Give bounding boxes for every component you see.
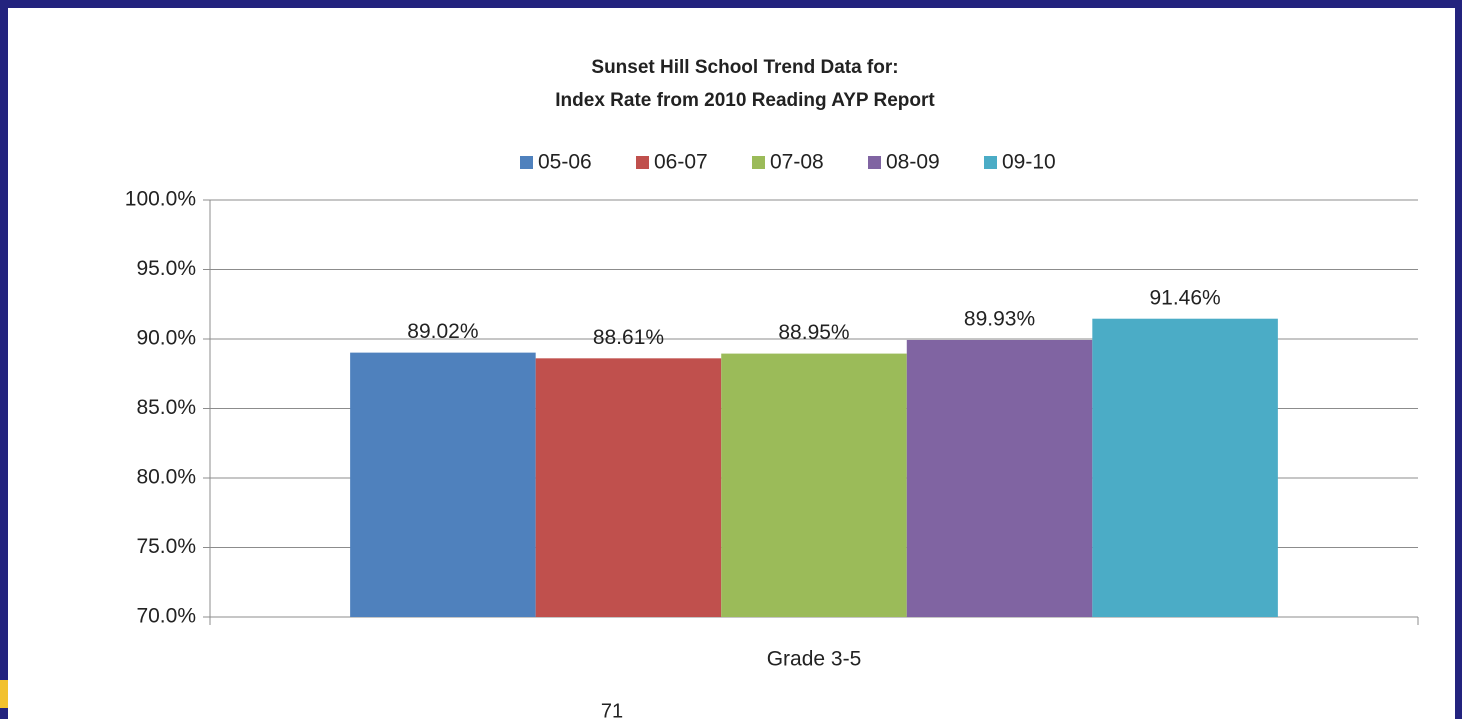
- legend-label: 08-09: [886, 151, 940, 174]
- legend-swatch: [636, 156, 649, 169]
- data-label: 89.02%: [407, 320, 478, 343]
- bar: [1092, 318, 1278, 617]
- bar: [721, 353, 907, 617]
- legend-swatch: [868, 156, 881, 169]
- legend-swatch: [984, 156, 997, 169]
- legend-label: 09-10: [1002, 151, 1056, 174]
- y-tick-label: 90.0%: [136, 327, 196, 350]
- bar: [535, 358, 722, 617]
- x-tick-label: Grade 3-5: [767, 648, 862, 671]
- page-number: 71: [601, 700, 623, 719]
- chart-subtitle: Index Rate from 2010 Reading AYP Report: [555, 90, 935, 111]
- chart-title: Sunset Hill School Trend Data for:: [591, 57, 898, 78]
- data-label: 88.61%: [593, 326, 664, 349]
- bar: [350, 352, 536, 617]
- y-tick-label: 75.0%: [136, 535, 196, 558]
- corner-accent: [0, 680, 8, 708]
- y-tick-label: 95.0%: [136, 257, 196, 280]
- y-tick-label: 80.0%: [136, 466, 196, 489]
- y-tick-label: 70.0%: [136, 605, 196, 628]
- y-tick-label: 85.0%: [136, 396, 196, 419]
- legend-swatch: [752, 156, 765, 169]
- legend-label: 05-06: [538, 151, 592, 174]
- data-label: 89.93%: [964, 308, 1035, 331]
- legend-label: 07-08: [770, 151, 824, 174]
- bar: [906, 339, 1093, 617]
- data-label: 88.95%: [778, 321, 849, 344]
- legend-label: 06-07: [654, 151, 708, 174]
- y-tick-label: 100.0%: [125, 188, 196, 211]
- data-label: 91.46%: [1149, 286, 1220, 309]
- legend-swatch: [520, 156, 533, 169]
